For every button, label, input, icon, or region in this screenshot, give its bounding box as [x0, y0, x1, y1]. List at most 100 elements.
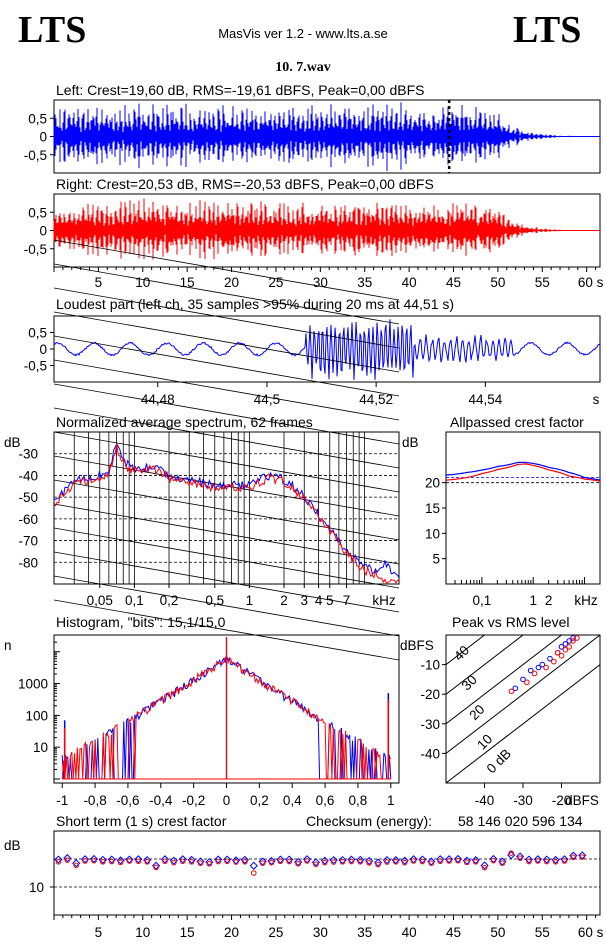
short-term-crest-point-left: [125, 855, 134, 864]
peak-vs-rms-point-right: [531, 670, 538, 677]
short-term-crest-point-left: [169, 856, 178, 865]
allpassed-crest-xtick-label: 0,1: [472, 593, 491, 608]
peak-vs-rms-point-left: [558, 644, 565, 650]
right-waveform-xtick-label: 35: [357, 275, 372, 290]
short-term-crest-point-left: [382, 856, 392, 865]
spectrum-slope: [53, 359, 400, 421]
spectrum-slope: [53, 311, 400, 373]
spectrum-series-0: [54, 442, 399, 578]
spectrum-slope: [53, 263, 400, 325]
short-term-crest-point-left: [63, 854, 72, 863]
short-term-crest-point-left: [480, 861, 489, 870]
short-term-crest-point-right: [437, 858, 443, 865]
short-term-crest-point-right: [339, 859, 346, 865]
short-term-crest-point-right: [348, 858, 355, 865]
right-waveform-ytick-label: -0,5: [24, 242, 47, 257]
version-text: MasVis ver 1.2 - www.lts.a.se: [218, 26, 388, 41]
peak-vs-rms-point-right: [551, 658, 557, 665]
short-term-crest-point-left: [560, 855, 569, 864]
short-term-crest-point-right: [55, 859, 62, 865]
short-term-crest-xtick-label: 5: [95, 925, 103, 940]
short-term-crest-xtick-label: 50: [490, 925, 505, 940]
right-waveform-xtick-label: 50: [490, 275, 505, 290]
short-term-crest-point-right: [384, 859, 390, 865]
short-term-crest-point-right: [490, 857, 497, 864]
peak-vs-rms-ytick-label: -10: [420, 658, 440, 673]
allpassed-crest-series-1: [445, 463, 601, 482]
allpassed-crest-title: Allpassed crest factor: [450, 414, 584, 430]
short-term-crest-point-right: [579, 854, 586, 860]
short-term-crest-point-right: [561, 858, 568, 864]
short-term-crest-xtick-label: 30: [313, 925, 328, 940]
short-term-crest-point-right: [552, 859, 559, 865]
peak-vs-rms-point-right: [524, 679, 530, 686]
short-term-crest-point-left: [338, 856, 347, 865]
short-term-crest-point-right: [215, 858, 222, 865]
left-waveform-ytick-label: 0,5: [28, 111, 47, 126]
short-term-crest-point-left: [80, 855, 90, 864]
spectrum-ytick-label: -70: [18, 534, 38, 549]
short-term-crest-point-left: [347, 855, 356, 864]
peak-vs-rms-point-right: [558, 652, 565, 659]
spectrum-xtick-label: 1: [246, 593, 254, 608]
short-term-crest-xtick-label: 40: [402, 925, 417, 940]
histogram-xtick-label: 0,8: [349, 793, 368, 808]
peak-vs-rms-diag: [446, 635, 563, 725]
left-waveform-ytick-label: -0,5: [24, 148, 47, 163]
short-term-crest-point-left: [72, 859, 81, 868]
right-waveform-xtick-label: 25: [268, 275, 283, 290]
short-term-crest-point-right: [250, 870, 257, 876]
histogram-xtick-label: 0: [223, 793, 231, 808]
spectrum-xtick-label: 0,05: [87, 593, 113, 608]
short-term-crest-point-right: [64, 857, 71, 863]
allpassed-crest-ylabel: dB: [402, 435, 419, 450]
peak-vs-rms-diag-label: 10: [474, 731, 495, 752]
short-term-crest-point-left: [569, 851, 578, 860]
peak-vs-rms-point-right: [554, 649, 561, 656]
peak-vs-rms-diag-label: 20: [466, 702, 487, 723]
spectrum-slope: [53, 431, 400, 493]
short-term-crest-point-right: [188, 859, 195, 865]
spectrum-xtick-label: 7: [343, 593, 351, 608]
spectrum-ytick-label: -30: [18, 447, 38, 462]
spectrum-ylabel: dB: [4, 435, 21, 450]
short-term-crest-point-left: [409, 855, 418, 864]
peak-vs-rms-diag-label: 30: [459, 672, 480, 693]
right-waveform-xtick-label: 55: [535, 275, 550, 290]
loudest-part-ytick-label: 0,5: [28, 326, 47, 341]
spectrum-xunit-label: kHz: [372, 593, 395, 608]
right-waveform-xtick-label: 30: [313, 275, 328, 290]
short-term-crest-point-left: [498, 857, 507, 866]
peak-vs-rms-xtick-label: -20: [552, 793, 572, 808]
short-term-crest-point-right: [375, 861, 381, 868]
spectrum-slope: [53, 527, 400, 589]
loudest-part-ytick-label: -0,5: [24, 359, 47, 374]
histogram-xtick-label: -0,2: [182, 793, 205, 808]
short-term-crest-point-left: [507, 850, 516, 860]
short-term-crest-point-right: [242, 859, 248, 865]
histogram-xtick-label: -0,4: [149, 793, 173, 808]
short-term-crest-point-right: [100, 859, 106, 865]
right-waveform-ytick-label: 0,5: [28, 205, 47, 220]
short-term-crest-point-left: [294, 857, 303, 867]
short-term-crest-point-left: [302, 855, 312, 864]
peak-vs-rms-diag: [446, 635, 524, 695]
short-term-crest-frame: [53, 830, 601, 916]
peak-vs-rms-diag: [446, 635, 486, 666]
spectrum-xtick-label: 4: [315, 593, 323, 608]
short-term-crest-point-left: [515, 852, 525, 861]
short-term-crest-point-right: [82, 858, 88, 864]
short-term-crest-ylabel: dB: [4, 838, 21, 853]
peak-vs-rms-diag: [446, 635, 600, 755]
histogram-xtick-label: 1: [387, 793, 395, 808]
short-term-crest-point-left: [391, 856, 400, 865]
short-term-crest-point-right: [224, 858, 230, 865]
short-term-crest-point-right: [144, 859, 151, 865]
peak-vs-rms-ytick-label: -40: [420, 746, 440, 761]
short-term-crest-point-right: [117, 859, 124, 866]
loudest-part-ytick-label: 0: [39, 342, 47, 357]
loudest-part-xtick-label: 44,5: [254, 392, 280, 407]
peak-vs-rms-ytick-label: -20: [420, 687, 440, 702]
peak-vs-rms-xtick-label: -30: [513, 793, 533, 808]
